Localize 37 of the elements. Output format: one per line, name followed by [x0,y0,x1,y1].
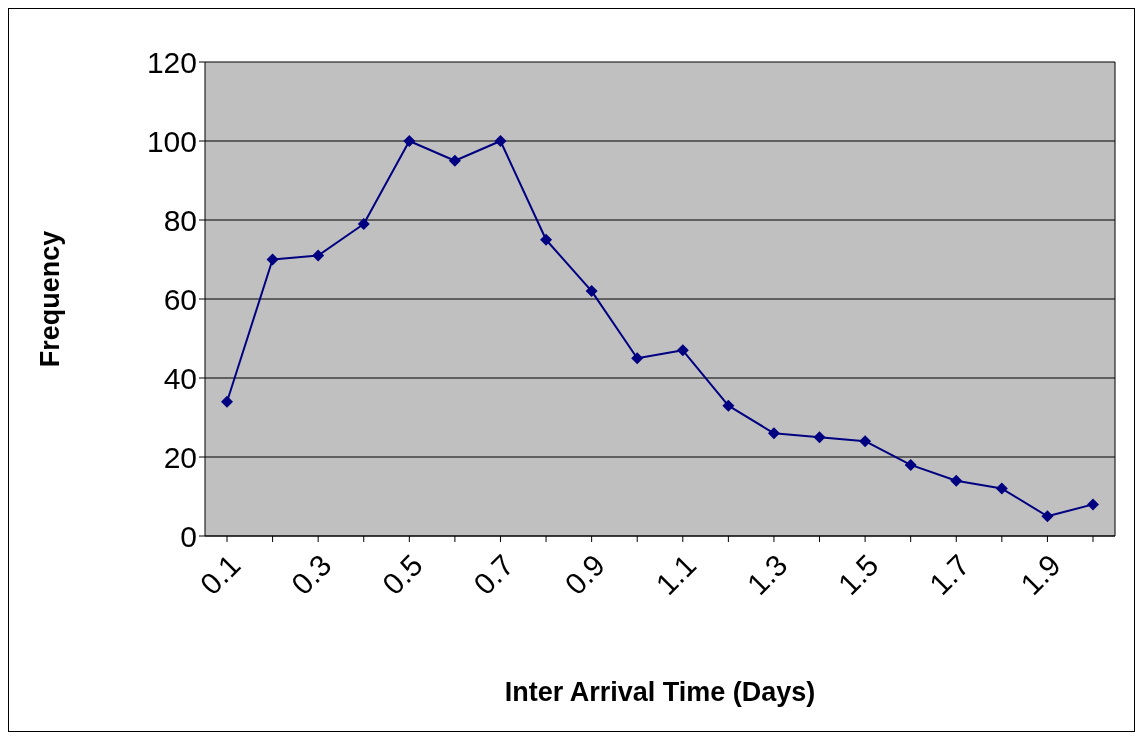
x-tick-label: 1.5 [831,548,885,602]
point [585,285,598,298]
x-tick-label: 1.9 [1014,548,1067,602]
point [631,352,644,365]
point [859,435,872,448]
y-tick-label: 60 [163,282,197,316]
point [357,217,370,230]
x-tick-label: 0.7 [467,548,520,602]
point [950,474,963,487]
x-tick-label: 0.5 [375,548,429,602]
y-axis-title: Frequency [34,230,65,368]
x-tick-label: 1.1 [649,548,703,602]
x-axis-title: Inter Arrival Time (Days) [504,677,816,707]
y-tick-label: 120 [146,45,197,79]
y-tick-label: 100 [146,124,197,158]
point [767,427,780,440]
point [540,233,553,246]
point [1087,498,1099,511]
x-tick-label: 1.7 [922,548,976,602]
y-tick-label: 20 [163,440,197,474]
point [676,344,689,357]
point [221,395,233,408]
point [904,458,917,471]
x-tick-label: 0.9 [558,548,612,602]
point [722,399,735,412]
x-tick-label: 1.3 [740,548,794,602]
x-tick-label: 0.3 [284,548,338,602]
point [312,249,325,262]
point [1041,510,1054,523]
point [995,482,1008,495]
y-tick-label: 80 [163,203,197,237]
point [448,154,461,167]
point [813,431,826,444]
point [266,253,279,266]
y-tick-label: 40 [163,361,197,395]
point [494,135,507,147]
point [403,135,416,147]
